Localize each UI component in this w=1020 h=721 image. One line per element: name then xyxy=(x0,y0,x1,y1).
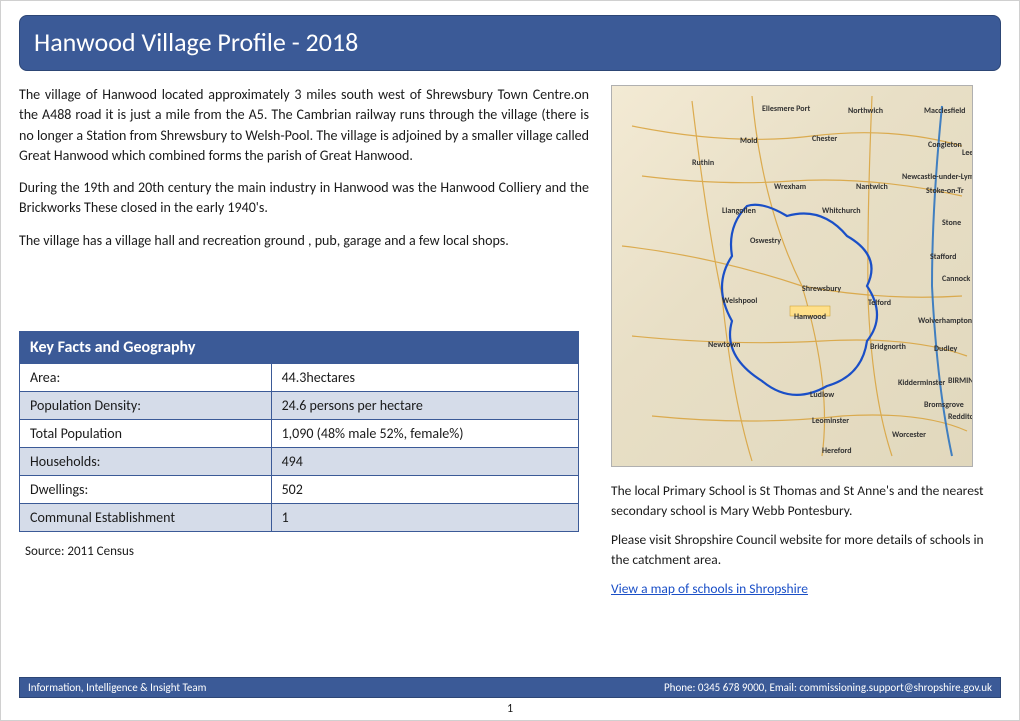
title-bar: Hanwood Village Profile - 2018 xyxy=(19,15,1001,71)
table-source: Source: 2011 Census xyxy=(19,544,589,559)
school-paragraph-2: Please visit Shropshire Council website … xyxy=(611,530,1001,569)
left-column: The village of Hanwood located approxima… xyxy=(19,85,589,609)
fact-value: 1,090 (48% male 52%, female%) xyxy=(271,420,578,448)
map-place-label: Stoke-on-Tr xyxy=(926,186,964,196)
map-place-label: Kidderminster xyxy=(898,378,945,388)
page: Hanwood Village Profile - 2018 The villa… xyxy=(0,0,1020,721)
footer-left: Information, Intelligence & Insight Team xyxy=(28,681,206,694)
map-place-label: Whitchurch xyxy=(822,206,860,216)
key-facts-table: Key Facts and Geography Area: 44.3hectar… xyxy=(19,331,579,532)
table-row: Population Density: 24.6 persons per hec… xyxy=(20,392,579,420)
map-place-label: Dudley xyxy=(934,344,957,354)
map-place-label: Redditch xyxy=(948,412,973,422)
table-header: Key Facts and Geography xyxy=(20,332,579,364)
map-place-label: Bridgnorth xyxy=(870,342,906,352)
map-place-label: BIRMIN xyxy=(948,376,973,386)
table-row: Area: 44.3hectares xyxy=(20,364,579,392)
map-place-label: Nantwich xyxy=(856,182,888,192)
footer-bar: Information, Intelligence & Insight Team… xyxy=(19,677,1001,698)
map-place-label: Stafford xyxy=(930,252,956,262)
fact-label: Dwellings: xyxy=(20,476,272,504)
fact-value: 44.3hectares xyxy=(271,364,578,392)
map-place-label: Hereford xyxy=(822,446,852,456)
intro-paragraph-3: The village has a village hall and recre… xyxy=(19,231,589,251)
map-place-label: Bromsgrove xyxy=(924,400,964,410)
table-row: Total Population 1,090 (48% male 52%, fe… xyxy=(20,420,579,448)
intro-paragraph-1: The village of Hanwood located approxima… xyxy=(19,85,589,166)
table-row: Communal Establishment 1 xyxy=(20,504,579,532)
table-row: Dwellings: 502 xyxy=(20,476,579,504)
school-paragraph-1: The local Primary School is St Thomas an… xyxy=(611,481,1001,520)
page-title: Hanwood Village Profile - 2018 xyxy=(34,26,986,58)
table-row: Households: 494 xyxy=(20,448,579,476)
fact-label: Area: xyxy=(20,364,272,392)
map-place-label: Leominster xyxy=(812,416,849,426)
map-place-label: Congleton xyxy=(928,140,962,150)
map-place-label: Oswestry xyxy=(750,236,781,246)
fact-label: Total Population xyxy=(20,420,272,448)
map-place-label: Llangollen xyxy=(722,206,756,216)
map-place-label: Leek xyxy=(962,148,973,158)
map-place-label: Chester xyxy=(812,134,837,144)
right-text-block: The local Primary School is St Thomas an… xyxy=(611,481,1001,599)
map-place-label: Mold xyxy=(740,136,758,146)
map-place-label: Welshpool xyxy=(722,296,757,306)
schools-map-link[interactable]: View a map of schools in Shropshire xyxy=(611,580,808,597)
map-place-label: Wolverhampton xyxy=(918,316,972,326)
fact-value: 494 xyxy=(271,448,578,476)
table-header-row: Key Facts and Geography xyxy=(20,332,579,364)
right-column: Ellesmere Port Northwich Macclesfield Chest… xyxy=(611,85,1001,609)
map-place-label: Stone xyxy=(942,218,961,228)
map-place-label: Ruthin xyxy=(692,158,714,168)
map-place-label: Northwich xyxy=(848,106,883,116)
fact-value: 24.6 persons per hectare xyxy=(271,392,578,420)
map-place-label: Macclesfield xyxy=(924,106,965,116)
fact-label: Population Density: xyxy=(20,392,272,420)
map-place-label: Cannock xyxy=(942,274,970,284)
page-number: 1 xyxy=(1,702,1019,716)
map-place-label: Telford xyxy=(868,298,891,308)
map-svg xyxy=(612,86,972,466)
map-place-label: Newcastle-under-Lyme xyxy=(902,172,973,182)
map-place-label: Newtown xyxy=(708,340,740,350)
map-place-label: Wrexham xyxy=(774,182,806,192)
map-place-label: Ellesmere Port xyxy=(762,104,810,114)
intro-paragraph-2: During the 19th and 20th century the mai… xyxy=(19,178,589,219)
map-place-label: Hanwood xyxy=(794,312,826,322)
fact-label: Households: xyxy=(20,448,272,476)
footer-right: Phone: 0345 678 9000, Email: commissioni… xyxy=(664,681,992,694)
location-map: Ellesmere Port Northwich Macclesfield Chest… xyxy=(611,85,973,467)
content-row: The village of Hanwood located approxima… xyxy=(19,85,1001,609)
fact-value: 1 xyxy=(271,504,578,532)
map-place-label: Shrewsbury xyxy=(802,284,841,294)
fact-label: Communal Establishment xyxy=(20,504,272,532)
map-place-label: Ludlow xyxy=(810,390,834,400)
fact-value: 502 xyxy=(271,476,578,504)
map-place-label: Worcester xyxy=(892,430,926,440)
